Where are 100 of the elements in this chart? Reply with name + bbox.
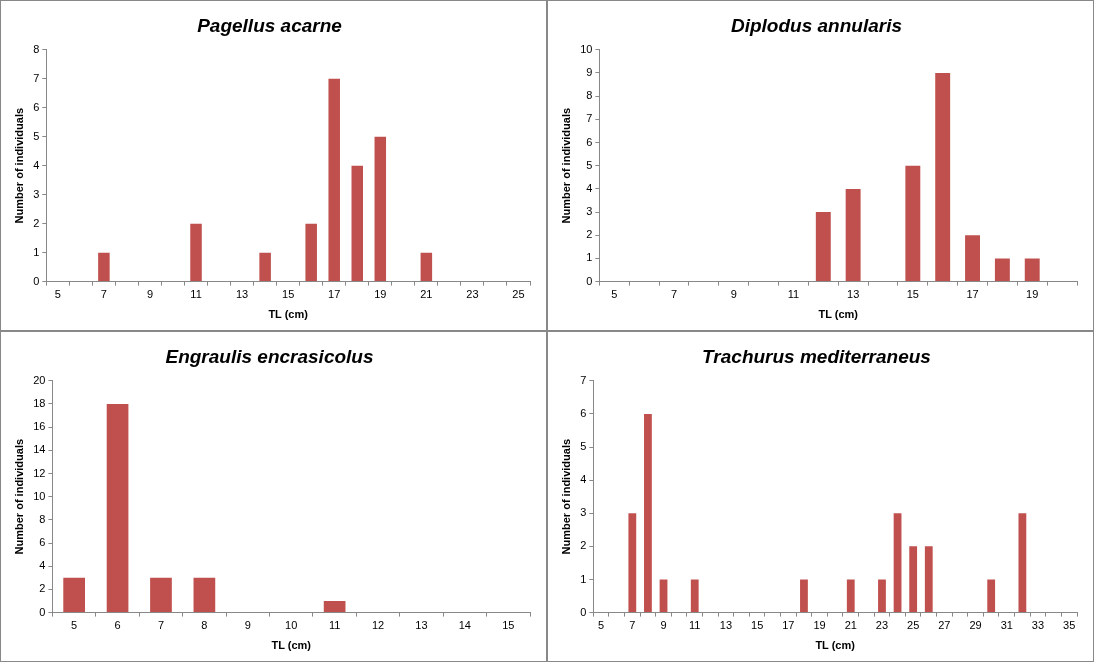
x-tick-label: 19 xyxy=(813,619,826,632)
bar xyxy=(965,235,980,282)
y-tick-label: 8 xyxy=(586,89,593,102)
y-tick-label: 5 xyxy=(586,158,593,171)
bar xyxy=(420,252,433,282)
y-tick-label: 0 xyxy=(33,274,40,287)
bar xyxy=(905,165,921,282)
x-axis-title: TL (cm) xyxy=(818,308,859,321)
bar xyxy=(305,223,317,282)
x-tick-label: 6 xyxy=(114,619,121,632)
x-tick-label: 15 xyxy=(906,288,919,301)
bar xyxy=(106,403,129,613)
x-axis-title: TL (cm) xyxy=(815,639,856,652)
y-tick-label: 10 xyxy=(33,489,46,502)
y-tick-label: 3 xyxy=(33,187,40,200)
y-tick-label: 3 xyxy=(586,205,593,218)
bar xyxy=(1018,513,1027,613)
bar xyxy=(659,579,668,613)
x-tick-label: 9 xyxy=(244,619,251,632)
bar xyxy=(628,513,637,613)
x-tick-label: 13 xyxy=(235,288,249,301)
x-tick-label: 9 xyxy=(146,288,154,301)
x-tick-label: 19 xyxy=(1026,288,1039,301)
x-axis-title: TL (cm) xyxy=(268,308,309,321)
y-tick-label: 6 xyxy=(39,536,46,549)
y-tick-label: 16 xyxy=(33,420,46,433)
y-tick-label: 1 xyxy=(33,245,40,258)
x-tick-label: 10 xyxy=(285,619,298,632)
x-tick-label: 7 xyxy=(157,619,165,632)
x-tick-label: 11 xyxy=(787,288,800,301)
bar xyxy=(323,601,346,613)
y-tick-label: 8 xyxy=(39,512,46,525)
x-tick-label: 9 xyxy=(660,619,667,632)
x-tick-label: 17 xyxy=(328,288,341,301)
bar xyxy=(878,579,886,613)
x-tick-label: 7 xyxy=(629,619,636,632)
bar xyxy=(690,579,699,613)
y-axis-title: Number of individuals xyxy=(559,438,572,555)
bar xyxy=(328,78,340,282)
y-axis-title: Number of individuals xyxy=(12,438,25,555)
bar xyxy=(150,577,172,613)
x-tick-label: 33 xyxy=(1031,619,1045,632)
bar xyxy=(924,546,933,613)
y-tick-label: 20 xyxy=(33,373,46,386)
y-tick-label: 2 xyxy=(586,228,593,241)
x-tick-label: 13 xyxy=(847,288,860,301)
y-tick-label: 6 xyxy=(586,135,593,148)
bar xyxy=(63,577,85,613)
x-tick-label: 13 xyxy=(415,619,428,632)
x-tick-label: 7 xyxy=(670,288,678,301)
y-tick-label: 6 xyxy=(580,406,587,419)
y-tick-label: 1 xyxy=(580,572,587,585)
y-tick-label: 7 xyxy=(586,112,593,125)
x-tick-label: 5 xyxy=(71,619,78,632)
y-tick-label: 4 xyxy=(586,181,593,194)
x-tick-label: 19 xyxy=(374,288,387,301)
x-tick-label: 11 xyxy=(689,619,701,632)
x-tick-label: 15 xyxy=(282,288,295,301)
bar xyxy=(193,577,216,613)
chart-title: Diplodus annularis xyxy=(730,14,903,36)
y-tick-label: 3 xyxy=(580,506,587,519)
x-tick-label: 23 xyxy=(875,619,889,632)
bar xyxy=(846,579,855,613)
x-tick-label: 11 xyxy=(328,619,341,632)
x-tick-label: 21 xyxy=(844,619,857,632)
x-tick-label: 25 xyxy=(907,619,920,632)
bar xyxy=(815,212,831,282)
x-tick-label: 13 xyxy=(719,619,733,632)
y-tick-label: 4 xyxy=(33,158,40,171)
y-tick-label: 1 xyxy=(586,251,593,264)
x-tick-label: 8 xyxy=(201,619,208,632)
bar xyxy=(259,252,271,282)
y-tick-label: 4 xyxy=(580,473,587,486)
y-tick-label: 6 xyxy=(33,100,40,113)
x-tick-label: 5 xyxy=(598,619,605,632)
bar xyxy=(1024,258,1040,282)
y-tick-label: 5 xyxy=(33,129,40,142)
y-tick-label: 18 xyxy=(33,397,46,410)
x-tick-label: 17 xyxy=(782,619,795,632)
chart-title: Engraulis encrasicolus xyxy=(165,345,374,367)
y-tick-label: 5 xyxy=(580,440,587,453)
bar xyxy=(374,136,387,282)
y-tick-label: 10 xyxy=(580,42,593,55)
y-tick-label: 8 xyxy=(33,42,40,55)
x-tick-label: 17 xyxy=(966,288,979,301)
bar xyxy=(893,513,902,613)
bar xyxy=(351,165,364,282)
y-tick-label: 0 xyxy=(39,605,46,618)
bar xyxy=(845,188,861,282)
x-tick-label: 14 xyxy=(458,619,471,632)
x-tick-label: 9 xyxy=(730,288,737,301)
x-tick-label: 29 xyxy=(969,619,982,632)
x-tick-label: 35 xyxy=(1063,619,1076,632)
x-tick-label: 21 xyxy=(420,288,433,301)
bar xyxy=(644,413,652,613)
x-tick-label: 12 xyxy=(371,619,385,632)
y-tick-label: 0 xyxy=(586,274,593,287)
bar xyxy=(98,252,110,282)
y-tick-label: 9 xyxy=(586,66,593,79)
bar xyxy=(800,579,808,613)
